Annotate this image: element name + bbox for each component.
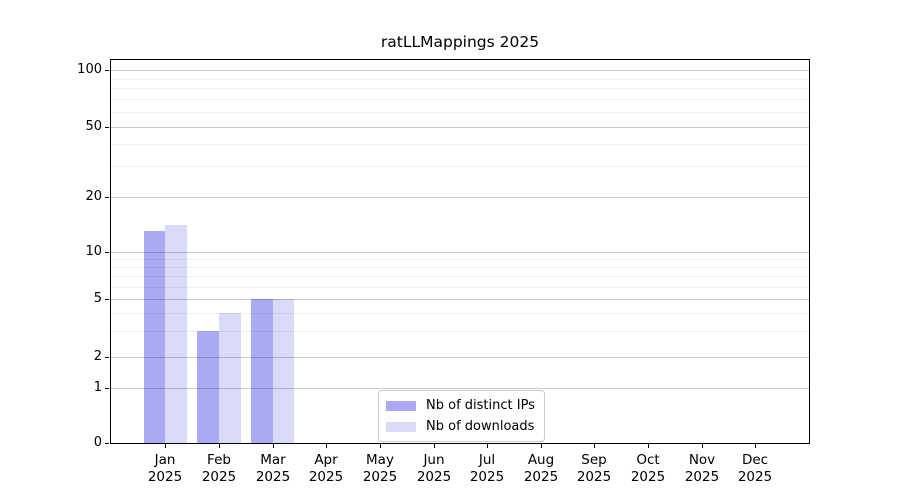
legend-label: Nb of distinct IPs xyxy=(426,398,535,413)
y-gridline-major xyxy=(111,388,809,390)
x-tick-mark xyxy=(487,444,488,448)
bars-layer xyxy=(111,60,809,443)
x-tick-label: Nov 2025 xyxy=(684,452,720,485)
legend-swatch-distinct-ips xyxy=(386,400,416,411)
y-gridline-minor xyxy=(111,258,809,260)
y-tick-label: 1 xyxy=(93,380,102,395)
x-tick-label: May 2025 xyxy=(362,452,398,485)
y-tick-label: 50 xyxy=(85,119,102,134)
x-tick-label: Aug 2025 xyxy=(523,452,559,485)
bar-mar-downloads xyxy=(272,299,295,443)
y-gridline-minor xyxy=(111,143,809,145)
x-tick-mark xyxy=(273,444,274,448)
x-tick-mark xyxy=(755,444,756,448)
x-tick-label: Apr 2025 xyxy=(308,452,344,485)
y-gridline-minor xyxy=(111,313,809,315)
legend-label: Nb of downloads xyxy=(426,419,535,434)
y-tick-mark xyxy=(105,197,109,198)
plot-area: Nb of distinct IPs Nb of downloads xyxy=(110,59,810,444)
x-tick-mark xyxy=(219,444,220,448)
x-tick-mark xyxy=(541,444,542,448)
y-gridline-minor xyxy=(111,331,809,333)
y-tick-mark xyxy=(105,299,109,300)
x-tick-mark xyxy=(594,444,595,448)
y-gridline-minor xyxy=(111,111,809,113)
bar-mar-distinct-ips xyxy=(250,299,273,443)
y-gridline-minor xyxy=(111,286,809,288)
y-gridline-minor xyxy=(111,267,809,268)
y-tick-label: 2 xyxy=(93,349,102,364)
y-tick-label: 10 xyxy=(85,244,102,259)
x-tick-label: Oct 2025 xyxy=(630,452,666,485)
y-gridline-major xyxy=(111,197,809,198)
y-tick-mark xyxy=(105,70,109,71)
chart-title: ratLLMappings 2025 xyxy=(380,33,540,51)
x-tick-label: Dec 2025 xyxy=(737,452,773,485)
y-tick-label: 100 xyxy=(77,62,102,77)
y-tick-mark xyxy=(105,357,109,358)
x-tick-label: Jul 2025 xyxy=(469,452,505,485)
y-gridline-minor xyxy=(111,276,809,278)
y-gridline-minor xyxy=(111,88,809,90)
bar-feb-distinct-ips xyxy=(197,331,219,443)
legend-entry: Nb of distinct IPs xyxy=(386,396,535,415)
y-tick-mark xyxy=(105,388,109,389)
y-tick-label: 5 xyxy=(93,291,102,306)
x-tick-mark xyxy=(702,444,703,448)
x-tick-mark xyxy=(326,444,327,448)
legend: Nb of distinct IPs Nb of downloads xyxy=(378,390,545,442)
x-tick-mark xyxy=(434,444,435,448)
x-tick-label: Jun 2025 xyxy=(416,452,452,485)
x-tick-label: Mar 2025 xyxy=(255,452,291,485)
y-gridline-major xyxy=(111,356,809,358)
bar-jan-distinct-ips xyxy=(143,231,166,443)
y-gridline-major xyxy=(111,126,809,128)
y-tick-mark xyxy=(105,443,109,444)
y-gridline-minor xyxy=(111,78,809,80)
y-tick-label: 0 xyxy=(93,435,102,450)
grid-layer xyxy=(111,60,809,443)
x-tick-mark xyxy=(165,444,166,448)
legend-swatch-downloads xyxy=(386,421,416,432)
y-gridline-major xyxy=(111,299,809,301)
y-tick-label: 20 xyxy=(85,189,102,204)
x-tick-mark xyxy=(648,444,649,448)
bar-feb-downloads xyxy=(218,313,241,443)
y-tick-mark xyxy=(105,127,109,128)
legend-entry: Nb of downloads xyxy=(386,417,535,436)
y-gridline-major xyxy=(111,70,809,71)
y-tick-mark xyxy=(105,252,109,253)
x-tick-label: Feb 2025 xyxy=(201,452,237,485)
y-gridline-major xyxy=(111,251,809,253)
x-tick-mark xyxy=(380,444,381,448)
y-gridline-minor xyxy=(111,99,809,101)
x-tick-label: Jan 2025 xyxy=(147,452,183,485)
x-tick-label: Sep 2025 xyxy=(576,452,612,485)
y-gridline-minor xyxy=(111,165,809,167)
bar-jan-downloads xyxy=(165,225,188,443)
